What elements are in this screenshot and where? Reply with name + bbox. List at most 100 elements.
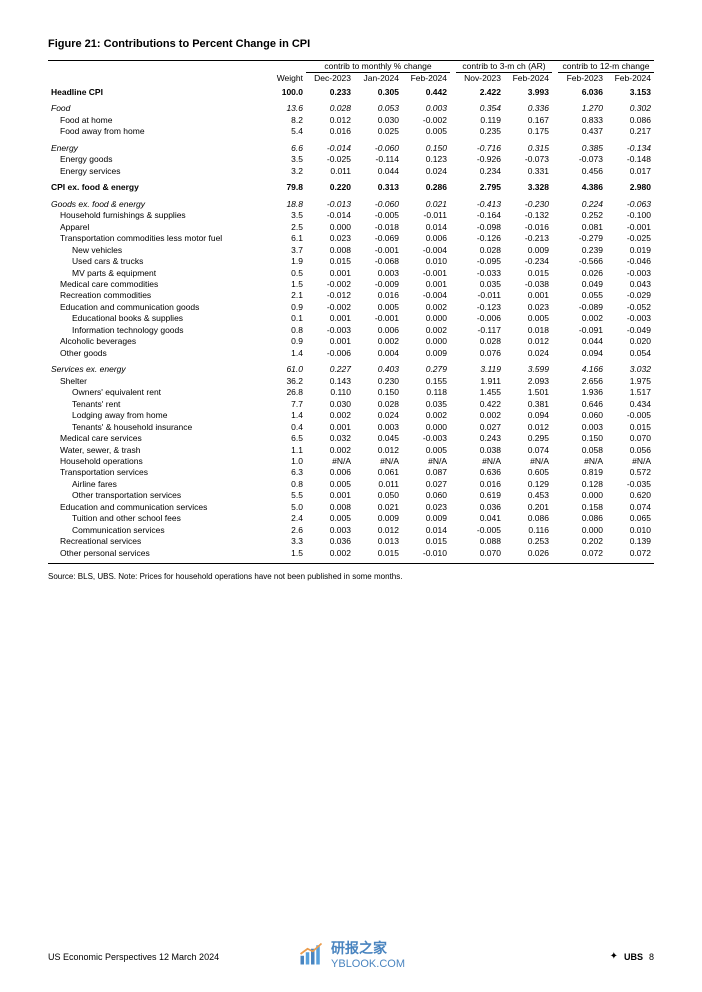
- cell: 0.003: [402, 103, 450, 114]
- cell: 0.038: [456, 445, 504, 456]
- row-label: New vehicles: [48, 245, 264, 256]
- row-weight: 0.4: [264, 422, 306, 433]
- cell: 0.030: [354, 115, 402, 126]
- row-label: CPI ex. food & energy: [48, 182, 264, 193]
- cell: 0.006: [402, 233, 450, 244]
- cell: 0.060: [558, 410, 606, 421]
- cell: 0.074: [504, 445, 552, 456]
- cell: 0.025: [354, 126, 402, 137]
- cell: -0.279: [558, 233, 606, 244]
- row-label: Education and communication services: [48, 502, 264, 513]
- col-h: Dec-2023: [306, 73, 354, 87]
- cell: 0.015: [504, 268, 552, 279]
- figure-title: Figure 21: Contributions to Percent Chan…: [48, 38, 654, 50]
- row-label: Headline CPI: [48, 87, 264, 98]
- table-row: Energy services3.20.0110.0440.0240.2340.…: [48, 166, 654, 177]
- row-label: Owners' equivalent rent: [48, 387, 264, 398]
- cell: 0.044: [558, 336, 606, 347]
- cell: 0.026: [504, 548, 552, 559]
- row-label: Energy goods: [48, 154, 264, 165]
- cell: 0.004: [354, 348, 402, 359]
- cell: 0.123: [402, 154, 450, 165]
- table-row: Communication services2.60.0030.0120.014…: [48, 525, 654, 536]
- row-weight: 1.5: [264, 548, 306, 559]
- table-row: Transportation services6.30.0060.0610.08…: [48, 467, 654, 478]
- cell: 0.023: [402, 502, 450, 513]
- table-row: Alcoholic beverages0.90.0010.0020.0000.0…: [48, 336, 654, 347]
- row-label: Communication services: [48, 525, 264, 536]
- col-h: Feb-2024: [606, 73, 654, 87]
- col-h: Feb-2023: [558, 73, 606, 87]
- row-weight: 8.2: [264, 115, 306, 126]
- cell: 0.028: [306, 103, 354, 114]
- cell: 0.035: [456, 279, 504, 290]
- cell: 0.000: [306, 222, 354, 233]
- cell: 3.153: [606, 87, 654, 98]
- cell: -0.114: [354, 154, 402, 165]
- cell: 2.093: [504, 376, 552, 387]
- cell: -0.003: [606, 313, 654, 324]
- cell: 0.041: [456, 513, 504, 524]
- cell: 0.072: [606, 548, 654, 559]
- cell: 0.116: [504, 525, 552, 536]
- cell: #N/A: [504, 456, 552, 467]
- table-row: Owners' equivalent rent26.80.1100.1500.1…: [48, 387, 654, 398]
- cell: -0.025: [306, 154, 354, 165]
- cell: 3.993: [504, 87, 552, 98]
- cell: #N/A: [558, 456, 606, 467]
- cell: -0.005: [456, 525, 504, 536]
- cell: -0.069: [354, 233, 402, 244]
- table-row: Transportation commodities less motor fu…: [48, 233, 654, 244]
- row-weight: 1.5: [264, 279, 306, 290]
- cell: 0.456: [558, 166, 606, 177]
- cell: 0.235: [456, 126, 504, 137]
- cell: 0.001: [306, 336, 354, 347]
- cell: #N/A: [402, 456, 450, 467]
- page-content: Figure 21: Contributions to Percent Chan…: [0, 0, 702, 581]
- cell: 0.024: [354, 410, 402, 421]
- cell: 0.058: [558, 445, 606, 456]
- cell: 0.003: [558, 422, 606, 433]
- row-label: Education and communication goods: [48, 302, 264, 313]
- cell: 0.006: [306, 467, 354, 478]
- row-weight: 6.3: [264, 467, 306, 478]
- cell: 0.036: [456, 502, 504, 513]
- cell: 0.150: [558, 433, 606, 444]
- cell: -0.018: [354, 222, 402, 233]
- cell: 0.087: [402, 467, 450, 478]
- cell: 2.656: [558, 376, 606, 387]
- cell: 0.118: [402, 387, 450, 398]
- cell: -0.005: [354, 210, 402, 221]
- cell: 0.381: [504, 399, 552, 410]
- cell: 0.315: [504, 143, 552, 154]
- row-label: Alcoholic beverages: [48, 336, 264, 347]
- cell: -0.100: [606, 210, 654, 221]
- col-weight: Weight: [264, 73, 306, 87]
- cell: -0.011: [402, 210, 450, 221]
- cell: 0.013: [354, 536, 402, 547]
- cell: 0.017: [606, 166, 654, 177]
- cell: -0.002: [306, 279, 354, 290]
- row-weight: 5.4: [264, 126, 306, 137]
- cell: -0.025: [606, 233, 654, 244]
- cell: 0.005: [402, 126, 450, 137]
- cell: 0.230: [354, 376, 402, 387]
- cell: -0.016: [504, 222, 552, 233]
- cell: 0.074: [606, 502, 654, 513]
- cell: 3.032: [606, 364, 654, 375]
- page-number: 8: [649, 952, 654, 962]
- table-row: Food13.60.0280.0530.0030.3540.3361.2700.…: [48, 103, 654, 114]
- cell: 0.015: [306, 256, 354, 267]
- cell: 0.027: [456, 422, 504, 433]
- cell: 6.036: [558, 87, 606, 98]
- cell: 0.028: [456, 336, 504, 347]
- cell: 0.002: [306, 410, 354, 421]
- cell: 0.043: [606, 279, 654, 290]
- cell: 0.012: [354, 525, 402, 536]
- cell: -0.035: [606, 479, 654, 490]
- row-label: Food away from home: [48, 126, 264, 137]
- cell: 0.024: [504, 348, 552, 359]
- source-note: Source: BLS, UBS. Note: Prices for house…: [48, 572, 654, 581]
- cell: 0.020: [606, 336, 654, 347]
- cell: -0.005: [606, 410, 654, 421]
